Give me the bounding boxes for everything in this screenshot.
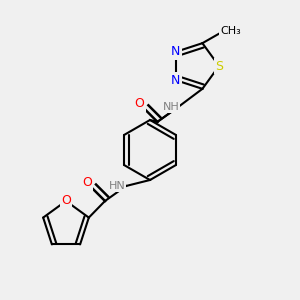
Text: O: O: [82, 176, 92, 190]
Text: CH₃: CH₃: [220, 26, 241, 36]
Text: O: O: [61, 194, 71, 208]
Text: NH: NH: [163, 102, 179, 112]
Text: N: N: [171, 45, 180, 58]
Text: N: N: [171, 74, 180, 87]
Text: S: S: [215, 59, 223, 73]
Text: HN: HN: [109, 181, 125, 191]
Text: O: O: [134, 97, 144, 110]
